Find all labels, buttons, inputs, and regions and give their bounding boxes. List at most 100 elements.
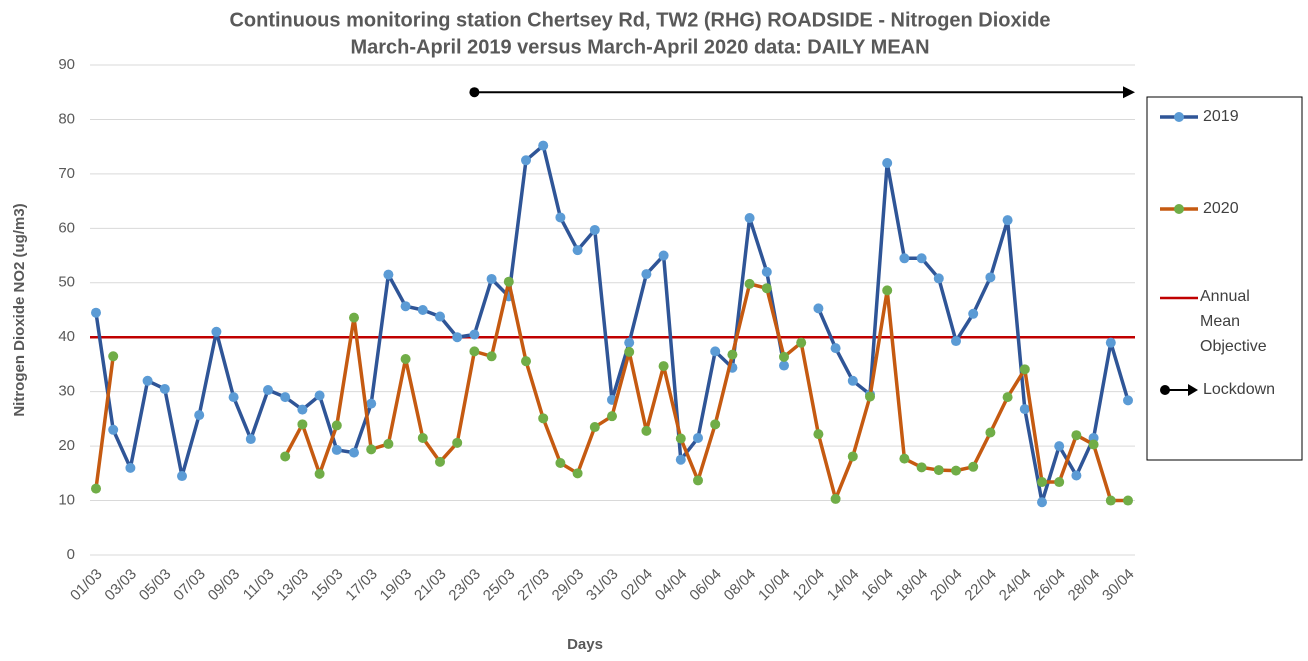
data-point (572, 468, 583, 479)
data-point (847, 451, 858, 462)
x-tick-label: 29/03 (549, 566, 588, 605)
data-point (417, 432, 428, 443)
x-tick-label: 12/04 (789, 566, 828, 605)
data-point (1002, 392, 1013, 403)
data-point (1037, 497, 1047, 508)
data-point (624, 346, 635, 357)
x-tick-label: 22/04 (961, 566, 1000, 605)
data-point (108, 351, 119, 362)
chart-title: Continuous monitoring station Chertsey R… (229, 9, 1050, 31)
data-point (383, 438, 394, 449)
data-point (658, 361, 669, 372)
data-point (538, 413, 549, 424)
data-point (589, 422, 600, 433)
data-point (263, 385, 273, 396)
legend-marker (1174, 204, 1184, 214)
data-point (882, 158, 893, 168)
x-tick-label: 10/04 (755, 566, 794, 605)
data-point (951, 336, 961, 347)
data-point (985, 427, 996, 438)
legend-box (1146, 96, 1303, 461)
y-tick-label: 20 (58, 437, 75, 454)
legend-label: 2020 (1203, 200, 1239, 217)
data-point (624, 337, 635, 348)
data-point (452, 437, 463, 448)
y-tick-label: 50 (58, 274, 75, 291)
x-tick-label: 07/03 (170, 566, 209, 605)
data-point (280, 451, 291, 462)
x-tick-label: 02/04 (617, 566, 656, 605)
data-point (916, 253, 927, 264)
data-point (486, 273, 497, 284)
x-tick-label: 11/03 (240, 566, 278, 604)
data-point (435, 456, 445, 467)
data-point (830, 493, 841, 504)
legend-marker (1174, 112, 1184, 122)
x-tick-label: 13/03 (273, 566, 312, 605)
data-point (572, 245, 583, 256)
x-tick-label: 05/03 (136, 566, 175, 605)
data-point (297, 419, 308, 430)
x-tick-label: 20/04 (927, 566, 966, 605)
x-tick-label: 28/04 (1065, 566, 1104, 605)
data-point (933, 465, 944, 476)
data-point (555, 212, 566, 223)
y-tick-label: 10 (58, 492, 75, 509)
data-point (297, 404, 308, 415)
data-point (366, 398, 377, 409)
data-point (641, 269, 652, 280)
data-point (280, 392, 291, 403)
data-point (641, 425, 652, 436)
data-point (228, 392, 239, 403)
data-point (142, 375, 153, 386)
x-tick-label: 21/03 (411, 566, 450, 605)
x-tick-label: 16/04 (858, 566, 897, 605)
data-point (607, 411, 617, 422)
x-tick-label: 04/04 (652, 566, 691, 605)
data-point (710, 419, 721, 430)
series-line (94, 143, 1130, 504)
x-tick-label: 24/04 (996, 566, 1035, 605)
y-tick-label: 0 (67, 546, 75, 563)
x-tick-label: 14/04 (824, 566, 863, 605)
data-point (349, 312, 359, 323)
data-point (1054, 441, 1065, 452)
legend-label: 2019 (1203, 108, 1239, 125)
y-tick-label: 80 (58, 110, 75, 127)
y-tick-label: 90 (58, 56, 75, 73)
data-point (177, 471, 187, 482)
data-point (693, 432, 703, 443)
data-point (211, 326, 222, 337)
lockdown-arrowhead (1123, 86, 1135, 99)
legend-label: Lockdown (1203, 381, 1275, 398)
x-tick-label: 06/04 (686, 566, 725, 605)
data-point (331, 420, 342, 431)
data-point (779, 360, 789, 371)
data-point (1019, 364, 1030, 375)
data-point (314, 468, 325, 479)
data-point (469, 346, 480, 357)
data-point (968, 461, 979, 472)
data-point (108, 424, 119, 435)
data-point (486, 351, 497, 362)
data-point (899, 453, 910, 464)
data-point (91, 483, 101, 494)
x-tick-label: 15/03 (308, 566, 347, 605)
data-point (125, 462, 136, 473)
data-point (314, 390, 325, 401)
data-point (194, 410, 205, 421)
data-point (744, 212, 755, 223)
x-tick-label: 08/04 (721, 566, 760, 605)
legend-label-box: Annual Mean Objective (1200, 288, 1267, 355)
data-point (159, 383, 170, 394)
y-tick-label: 40 (58, 328, 75, 345)
chart-subtitle: March-April 2019 versus March-April 2020… (350, 36, 929, 58)
data-point (400, 301, 411, 312)
data-point (933, 273, 944, 284)
data-point (658, 250, 669, 261)
x-tick-label: 18/04 (893, 566, 932, 605)
data-point (91, 307, 101, 318)
data-point (761, 266, 772, 277)
data-point (452, 332, 463, 343)
